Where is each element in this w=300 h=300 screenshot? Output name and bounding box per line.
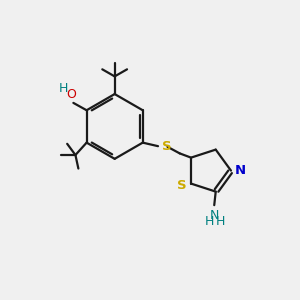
- Text: O: O: [66, 88, 76, 100]
- Text: S: S: [162, 140, 172, 153]
- Text: S: S: [177, 178, 186, 192]
- Text: H: H: [204, 215, 214, 228]
- Text: N: N: [235, 164, 246, 176]
- Text: H: H: [215, 215, 225, 228]
- Text: H: H: [59, 82, 68, 94]
- Text: N: N: [210, 209, 219, 222]
